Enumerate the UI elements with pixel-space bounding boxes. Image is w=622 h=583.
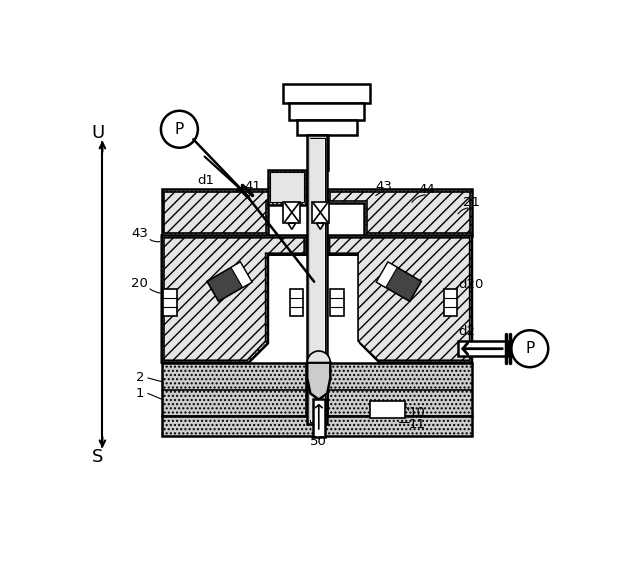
Text: 11: 11	[409, 417, 426, 431]
Text: U: U	[91, 124, 104, 142]
Text: 41: 41	[245, 181, 262, 194]
Text: d1: d1	[197, 174, 214, 187]
Bar	[162, 416, 472, 436]
Bar	[284, 202, 300, 223]
Text: 43: 43	[376, 181, 392, 194]
Bar	[443, 289, 457, 317]
Circle shape	[511, 330, 548, 367]
Polygon shape	[330, 192, 470, 233]
Text: 10: 10	[409, 406, 425, 419]
Text: S: S	[92, 448, 103, 466]
Bar	[310, 135, 328, 170]
Bar	[162, 363, 307, 416]
Bar	[312, 202, 329, 223]
Bar	[268, 170, 307, 205]
Text: d20: d20	[458, 278, 483, 290]
Polygon shape	[231, 262, 252, 287]
Polygon shape	[376, 262, 397, 287]
Text: d2: d2	[458, 325, 475, 338]
Wedge shape	[307, 351, 330, 363]
Polygon shape	[376, 262, 421, 301]
Text: 20: 20	[131, 277, 148, 290]
Text: 50: 50	[310, 434, 327, 448]
Text: P: P	[175, 122, 184, 137]
Text: 1: 1	[136, 387, 144, 400]
Polygon shape	[164, 192, 304, 233]
Polygon shape	[307, 363, 330, 399]
Bar	[458, 341, 508, 356]
Text: 44: 44	[418, 183, 435, 196]
Polygon shape	[164, 238, 304, 360]
Bar	[330, 289, 344, 317]
Text: 43: 43	[131, 227, 148, 240]
Bar	[310, 139, 324, 420]
Bar	[313, 399, 325, 437]
Bar	[307, 135, 327, 424]
Polygon shape	[317, 223, 324, 229]
Text: P: P	[525, 341, 534, 356]
Bar	[327, 363, 472, 416]
Polygon shape	[162, 236, 307, 363]
Polygon shape	[327, 236, 472, 363]
Polygon shape	[327, 189, 472, 236]
Bar	[271, 173, 304, 202]
Bar	[289, 289, 304, 317]
Text: 21: 21	[463, 196, 480, 209]
Polygon shape	[207, 262, 252, 301]
Polygon shape	[162, 189, 307, 236]
Bar	[297, 120, 357, 135]
Bar	[370, 401, 405, 418]
Polygon shape	[288, 223, 295, 229]
Bar	[163, 289, 177, 317]
Bar	[310, 138, 325, 422]
Bar	[289, 103, 364, 120]
Polygon shape	[330, 238, 470, 360]
Bar	[284, 84, 369, 103]
Circle shape	[161, 111, 198, 147]
Text: 2: 2	[136, 371, 144, 384]
